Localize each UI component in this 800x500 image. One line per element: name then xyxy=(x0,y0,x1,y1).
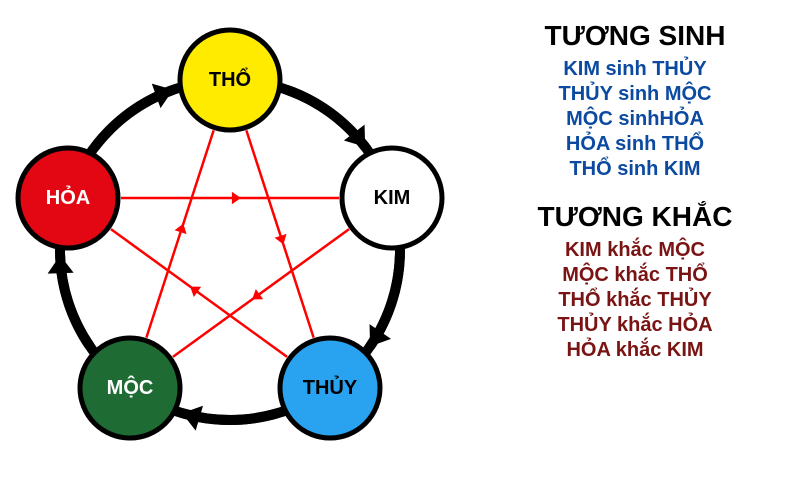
node-label-hoa: HỎA xyxy=(46,185,90,209)
sinh-title: TƯƠNG SINH xyxy=(480,20,790,52)
five-elements-diagram: THỔ KIM THỦY MỘC HỎA xyxy=(0,0,480,500)
node-label-kim: KIM xyxy=(374,187,411,209)
khac-lines: KIM khắc MỘCMỘC khắc THỔTHỔ khắc THỦYTHỦ… xyxy=(480,239,790,362)
node-label-tho: THỔ xyxy=(209,67,251,91)
sinh-lines-item: THỦY sinh MỘC xyxy=(480,83,790,106)
khac-lines-item: THỦY khắc HỎA xyxy=(480,314,790,337)
layout-root: THỔ KIM THỦY MỘC HỎA TƯƠNG SINH KIM sinh THỦ… xyxy=(0,0,800,500)
sinh-lines-item: KIM sinh THỦY xyxy=(480,58,790,81)
diagram-panel: THỔ KIM THỦY MỘC HỎA xyxy=(0,0,480,500)
node-label-thuy: THỦY xyxy=(303,375,358,399)
sinh-lines-item: MỘC sinhHỎA xyxy=(480,108,790,131)
text-panel: TƯƠNG SINH KIM sinh THỦYTHỦY sinh MỘCMỘC… xyxy=(480,0,800,500)
ctrl-arrowhead xyxy=(190,287,201,297)
ctrl-arrowhead xyxy=(232,192,241,205)
sinh-lines-item: HỎA sinh THỔ xyxy=(480,133,790,156)
khac-lines-item: KIM khắc MỘC xyxy=(480,239,790,262)
khac-lines-item: HỎA khắc KIM xyxy=(480,339,790,362)
khac-lines-item: THỔ khắc THỦY xyxy=(480,289,790,312)
sinh-lines-item: THỔ sinh KIM xyxy=(480,158,790,181)
sinh-lines: KIM sinh THỦYTHỦY sinh MỘCMỘC sinhHỎAHỎA… xyxy=(480,58,790,181)
gen-arrowhead xyxy=(48,255,74,273)
ctrl-edge xyxy=(246,130,313,337)
khac-lines-item: MỘC khắc THỔ xyxy=(480,264,790,287)
ctrl-edge xyxy=(146,130,213,337)
ctrl-arrowhead xyxy=(252,289,263,299)
khac-title: TƯƠNG KHẮC xyxy=(480,201,790,233)
node-label-moc: MỘC xyxy=(107,375,154,399)
